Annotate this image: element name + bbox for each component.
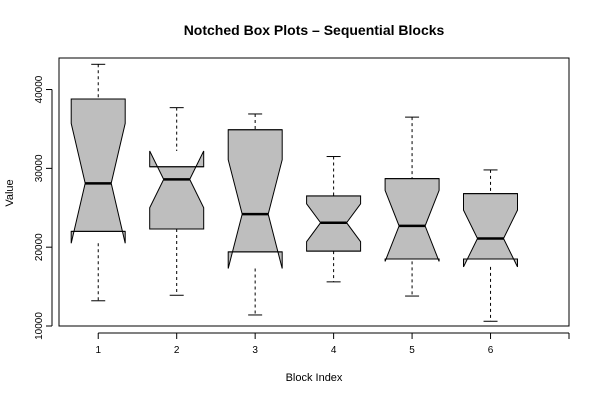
x-axis: 1 2 3 4 5 6 xyxy=(95,332,570,356)
boxes-group xyxy=(70,63,518,322)
box-3 xyxy=(227,113,283,316)
box-2 xyxy=(149,107,205,296)
box-body-1 xyxy=(70,98,126,244)
box-6 xyxy=(463,169,518,322)
box-body-5 xyxy=(384,178,440,262)
x-axis-label: Block Index xyxy=(286,372,343,384)
y-tick-label-0: 10000 xyxy=(34,312,45,340)
y-tick-label-2: 30000 xyxy=(34,154,45,182)
box-5 xyxy=(384,116,440,297)
x-tick-label-1: 1 xyxy=(95,345,101,356)
x-tick-label-2: 2 xyxy=(174,345,180,356)
box-4 xyxy=(306,156,362,283)
chart-title: Notched Box Plots – Sequential Blocks xyxy=(184,22,445,38)
x-tick-label-4: 4 xyxy=(331,345,337,356)
y-axis: 10000 20000 30000 40000 xyxy=(34,75,53,340)
x-tick-label-3: 3 xyxy=(252,345,258,356)
box-1 xyxy=(70,63,126,302)
x-tick-label-5: 5 xyxy=(409,345,415,356)
y-tick-label-1: 20000 xyxy=(34,233,45,261)
box-body-6 xyxy=(463,193,518,268)
plot-frame xyxy=(58,57,570,327)
y-axis-label: Value xyxy=(4,179,16,206)
box-body-2 xyxy=(149,150,205,230)
x-tick-label-6: 6 xyxy=(488,345,494,356)
box-body-3 xyxy=(227,129,283,269)
y-tick-label-3: 40000 xyxy=(34,75,45,103)
